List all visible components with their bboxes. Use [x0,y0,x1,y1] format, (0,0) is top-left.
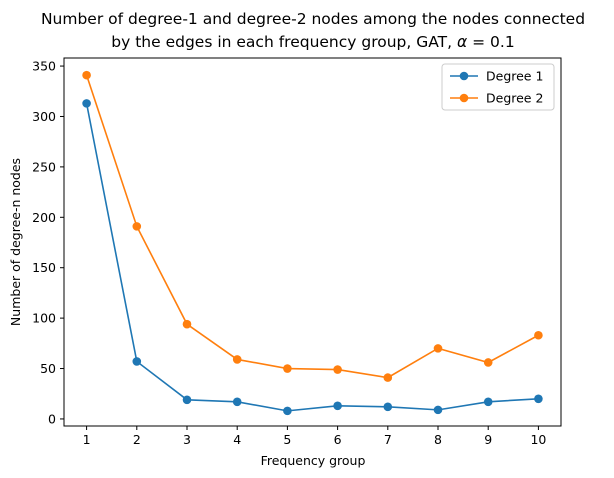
data-point [82,99,91,108]
data-point [182,395,192,405]
x-tick-label: 7 [384,432,392,447]
x-tick-label: 5 [283,432,291,447]
data-point [534,330,543,340]
plot-frame [63,57,562,427]
x-tick-label: 2 [133,432,141,447]
chart-title-line-2: by the edges in each frequency group, GA… [111,33,514,51]
data-point [232,397,242,407]
data-point [232,355,242,364]
x-tick-label: 1 [83,432,91,447]
y-axis-label: Number of degree-n nodes [8,158,23,326]
y-tick-label: 200 [32,210,56,225]
data-point [283,406,292,416]
data-point [283,364,292,373]
x-tick-label: 6 [334,432,342,447]
legend-label: Degree 1 [486,69,543,84]
data-point [433,405,443,415]
series-1 [82,99,543,416]
data-point [383,373,393,382]
x-tick-label: 9 [484,432,492,447]
series-2 [82,70,543,382]
x-tick-label: 10 [530,432,546,447]
data-point [82,70,91,80]
y-tick-label: 150 [32,260,56,275]
legend-marker [459,71,469,81]
x-tick-label: 4 [233,432,241,447]
data-point [333,401,342,411]
data-point [534,394,543,404]
x-tick-label: 8 [434,432,442,447]
y-tick-label: 300 [32,109,56,124]
series-line [85,74,539,379]
legend-label: Degree 2 [486,91,543,106]
y-tick-label: 50 [40,361,56,376]
x-axis-label: Frequency group [261,453,366,468]
data-point [483,397,493,407]
legend-marker [459,93,469,103]
data-point [182,319,192,329]
title-alpha-symbol: α [457,33,467,51]
data-point [132,357,142,366]
data-point [333,365,342,374]
title-alpha-value: = 0.1 [467,33,515,51]
data-point [383,402,393,412]
legend: Degree 1 Degree 2 [441,63,555,111]
x-tick-label: 3 [183,432,191,447]
y-tick-label: 350 [32,59,56,74]
data-point [483,358,493,367]
series-line [85,103,539,412]
y-tick-label: 0 [48,411,56,426]
chart-title-line-1: Number of degree-1 and degree-2 nodes am… [41,10,585,28]
data-point [132,222,142,231]
title-line-2-text: by the edges in each frequency group, GA… [111,33,457,51]
y-tick-label: 250 [32,159,56,174]
data-point [433,344,443,353]
y-tick-label: 100 [32,311,56,326]
